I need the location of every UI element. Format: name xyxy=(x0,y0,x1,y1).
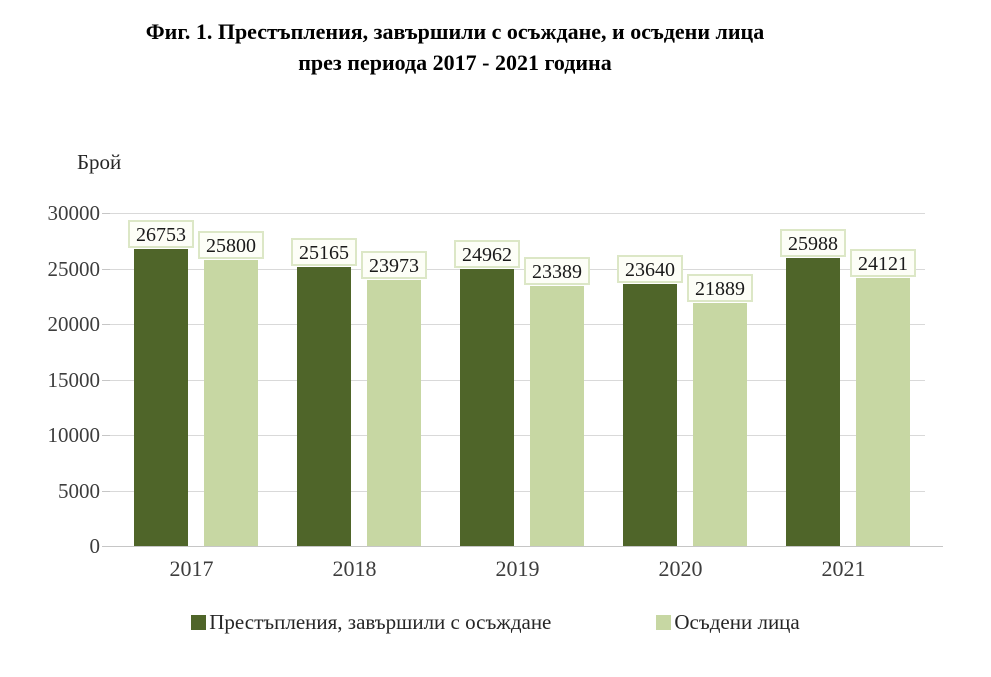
x-axis-line xyxy=(110,546,943,547)
y-tick-mark xyxy=(102,435,110,436)
gridline xyxy=(110,435,925,436)
gridline xyxy=(110,213,925,214)
chart-title: Фиг. 1. Престъпления, завършили с осъжда… xyxy=(5,16,905,78)
y-tick-mark xyxy=(102,213,110,214)
legend-swatch-icon xyxy=(656,615,672,630)
bar-2020-series2 xyxy=(693,303,747,546)
bar-2017-series2 xyxy=(204,259,258,546)
y-tick-label: 10000 xyxy=(47,423,101,447)
y-tick-label: 25000 xyxy=(47,256,101,281)
y-tick-mark xyxy=(102,268,110,270)
x-tick-label: 2018 xyxy=(332,556,377,581)
y-tick-mark xyxy=(102,490,110,492)
y-tick-label: 5000 xyxy=(58,478,100,503)
y-tick-label: 30000 xyxy=(47,201,101,225)
data-label: 23973 xyxy=(361,250,427,279)
bar-2021-series1 xyxy=(786,257,840,546)
chart-title-line2: през периода 2017 - 2021 година xyxy=(298,50,612,75)
gridline xyxy=(110,268,925,270)
x-tick-label: 2019 xyxy=(495,556,540,581)
data-label: 23389 xyxy=(524,257,590,286)
chart-title-line1: Фиг. 1. Престъпления, завършили с осъжда… xyxy=(145,19,765,44)
bar-2018-series1 xyxy=(297,266,351,546)
x-tick-label: 2021 xyxy=(821,556,866,581)
legend-swatch-icon xyxy=(191,615,207,630)
legend: Престъпления, завършили с осъждане Осъден… xyxy=(0,610,991,635)
data-label: 24962 xyxy=(454,239,520,268)
data-label: 25988 xyxy=(780,228,846,257)
data-label: 26753 xyxy=(128,220,194,249)
legend-item-series1: Престъпления, завършили с осъждане xyxy=(191,610,551,635)
data-label: 21889 xyxy=(687,274,753,303)
data-label: 25165 xyxy=(291,237,357,266)
x-tick-label: 2017 xyxy=(169,556,214,581)
bar-2020-series1 xyxy=(623,283,677,546)
legend-item-series2: Осъдени лица xyxy=(656,610,800,635)
y-axis-unit-label: Брой xyxy=(77,150,122,174)
gridline xyxy=(110,324,925,325)
x-tick-label: 2020 xyxy=(658,556,703,581)
y-tick-mark xyxy=(102,546,110,547)
y-tick-mark xyxy=(102,379,110,381)
y-tick-label: 0 xyxy=(89,534,101,558)
bar-2019-series1 xyxy=(460,268,514,546)
legend-label: Осъдени лица xyxy=(674,610,800,634)
gridline xyxy=(110,379,925,381)
gridline xyxy=(110,490,925,492)
y-tick-label: 15000 xyxy=(47,367,101,392)
bar-2017-series1 xyxy=(134,249,188,546)
bar-2019-series2 xyxy=(530,286,584,546)
bar-2018-series2 xyxy=(367,279,421,546)
data-label: 24121 xyxy=(850,249,916,278)
legend-label: Престъпления, завършили с осъждане xyxy=(209,610,552,634)
bar-2021-series2 xyxy=(856,278,910,546)
y-tick-label: 20000 xyxy=(47,312,101,336)
y-tick-mark xyxy=(102,324,110,325)
data-label: 25800 xyxy=(198,230,264,259)
data-label: 23640 xyxy=(617,254,683,283)
